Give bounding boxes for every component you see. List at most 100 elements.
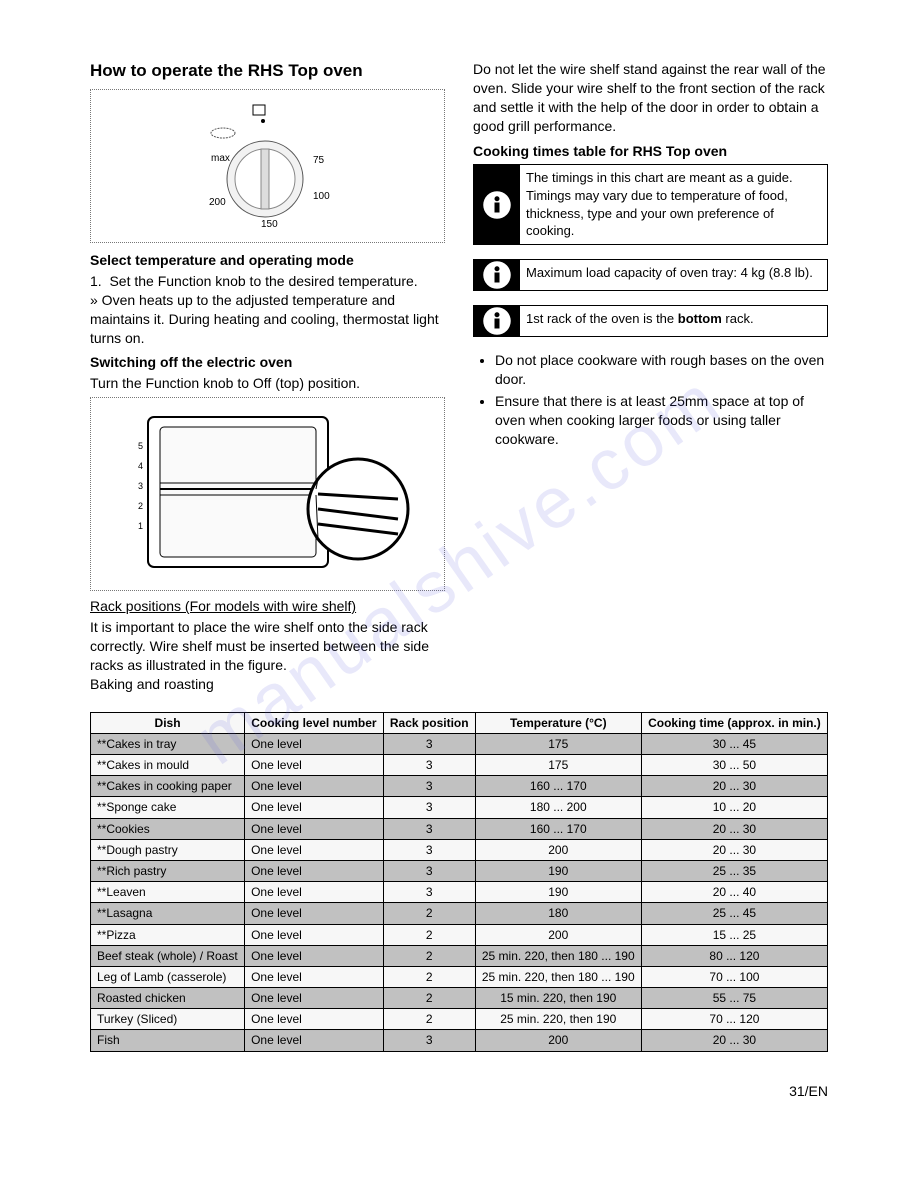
table-cell: 20 ... 40: [641, 882, 827, 903]
svg-text:200: 200: [209, 197, 226, 208]
table-cell: 3: [383, 839, 475, 860]
table-cell: 10 ... 20: [641, 797, 827, 818]
table-cell: 200: [475, 924, 641, 945]
baking-subhead: Baking and roasting: [90, 675, 445, 694]
svg-text:1: 1: [138, 521, 143, 531]
table-cell: One level: [245, 1030, 384, 1051]
table-cell: 20 ... 30: [641, 818, 827, 839]
table-cell: One level: [245, 839, 384, 860]
table-cell: 160 ... 170: [475, 818, 641, 839]
select-heading: Select temperature and operating mode: [90, 251, 445, 270]
switch-text: Turn the Function knob to Off (top) posi…: [90, 374, 445, 393]
oven-figure: 5 4 3 2 1: [90, 397, 445, 591]
table-cell: **Cakes in cooking paper: [91, 776, 245, 797]
cooking-times-table: Dish Cooking level number Rack position …: [90, 712, 828, 1052]
table-cell: Leg of Lamb (casserole): [91, 966, 245, 987]
list-item: Ensure that there is at least 25mm space…: [495, 392, 828, 449]
table-row: **Dough pastryOne level320020 ... 30: [91, 839, 828, 860]
svg-text:150: 150: [261, 219, 278, 230]
table-row: **LasagnaOne level218025 ... 45: [91, 903, 828, 924]
table-cell: **Cakes in tray: [91, 733, 245, 754]
table-cell: Beef steak (whole) / Roast: [91, 945, 245, 966]
table-cell: 20 ... 30: [641, 1030, 827, 1051]
intro-text: Do not let the wire shelf stand against …: [473, 60, 828, 136]
oven-svg: 5 4 3 2 1: [118, 409, 418, 579]
table-cell: 180: [475, 903, 641, 924]
table-row: **LeavenOne level319020 ... 40: [91, 882, 828, 903]
warnings-list: Do not place cookware with rough bases o…: [473, 351, 828, 449]
page-title: How to operate the RHS Top oven: [90, 60, 445, 83]
table-cell: One level: [245, 1009, 384, 1030]
info-box-timings: The timings in this chart are meant as a…: [473, 164, 828, 244]
table-row: **Rich pastryOne level319025 ... 35: [91, 860, 828, 881]
table-row: **Cakes in cooking paperOne level3160 ..…: [91, 776, 828, 797]
svg-text:5: 5: [138, 441, 143, 451]
rack-heading: Rack positions (For models with wire she…: [90, 597, 445, 616]
table-cell: 2: [383, 988, 475, 1009]
table-cell: **Sponge cake: [91, 797, 245, 818]
col-rack: Rack position: [383, 712, 475, 733]
table-row: Turkey (Sliced)One level225 min. 220, th…: [91, 1009, 828, 1030]
table-cell: 2: [383, 924, 475, 945]
table-cell: **Cookies: [91, 818, 245, 839]
svg-text:max: max: [211, 153, 230, 164]
table-row: **PizzaOne level220015 ... 25: [91, 924, 828, 945]
table-cell: **Pizza: [91, 924, 245, 945]
svg-text:2: 2: [138, 501, 143, 511]
table-cell: One level: [245, 755, 384, 776]
page-number: 31/EN: [90, 1082, 828, 1101]
table-cell: 190: [475, 882, 641, 903]
table-cell: **Lasagna: [91, 903, 245, 924]
table-cell: 25 min. 220, then 180 ... 190: [475, 945, 641, 966]
table-cell: One level: [245, 988, 384, 1009]
col-temp: Temperature (°C): [475, 712, 641, 733]
info-text: Maximum load capacity of oven tray: 4 kg…: [520, 260, 827, 290]
table-cell: One level: [245, 924, 384, 945]
table-header-row: Dish Cooking level number Rack position …: [91, 712, 828, 733]
table-row: FishOne level320020 ... 30: [91, 1030, 828, 1051]
table-cell: Fish: [91, 1030, 245, 1051]
col-level: Cooking level number: [245, 712, 384, 733]
table-cell: 3: [383, 818, 475, 839]
rack-text: It is important to place the wire shelf …: [90, 618, 445, 675]
svg-text:3: 3: [138, 481, 143, 491]
info-icon: [474, 306, 520, 336]
table-cell: 55 ... 75: [641, 988, 827, 1009]
table-cell: **Cakes in mould: [91, 755, 245, 776]
table-row: Beef steak (whole) / RoastOne level225 m…: [91, 945, 828, 966]
table-row: Roasted chickenOne level215 min. 220, th…: [91, 988, 828, 1009]
table-cell: 25 ... 45: [641, 903, 827, 924]
knob-figure: max 75 100 150 200: [90, 89, 445, 243]
switch-heading: Switching off the electric oven: [90, 353, 445, 372]
table-cell: 160 ... 170: [475, 776, 641, 797]
info-text: The timings in this chart are meant as a…: [520, 165, 827, 243]
svg-text:4: 4: [138, 461, 143, 471]
table-row: **CookiesOne level3160 ... 17020 ... 30: [91, 818, 828, 839]
table-cell: 25 min. 220, then 180 ... 190: [475, 966, 641, 987]
info-icon: [474, 260, 520, 290]
table-cell: 20 ... 30: [641, 839, 827, 860]
table-cell: One level: [245, 903, 384, 924]
table-cell: 15 ... 25: [641, 924, 827, 945]
table-cell: 20 ... 30: [641, 776, 827, 797]
table-cell: One level: [245, 818, 384, 839]
table-cell: 70 ... 100: [641, 966, 827, 987]
table-cell: 2: [383, 945, 475, 966]
table-cell: 190: [475, 860, 641, 881]
table-cell: One level: [245, 945, 384, 966]
table-cell: 175: [475, 755, 641, 776]
content-columns: How to operate the RHS Top oven max 75 1…: [90, 60, 828, 694]
table-cell: One level: [245, 797, 384, 818]
left-column: How to operate the RHS Top oven max 75 1…: [90, 60, 445, 694]
table-cell: 3: [383, 882, 475, 903]
table-cell: 2: [383, 1009, 475, 1030]
table-cell: 3: [383, 776, 475, 797]
svg-text:100: 100: [313, 191, 330, 202]
select-step: 1. Set the Function knob to the desired …: [90, 272, 445, 291]
table-cell: 3: [383, 860, 475, 881]
list-item: Do not place cookware with rough bases o…: [495, 351, 828, 389]
table-row: Leg of Lamb (casserole)One level225 min.…: [91, 966, 828, 987]
table-cell: 180 ... 200: [475, 797, 641, 818]
table-cell: 25 ... 35: [641, 860, 827, 881]
table-cell: Roasted chicken: [91, 988, 245, 1009]
